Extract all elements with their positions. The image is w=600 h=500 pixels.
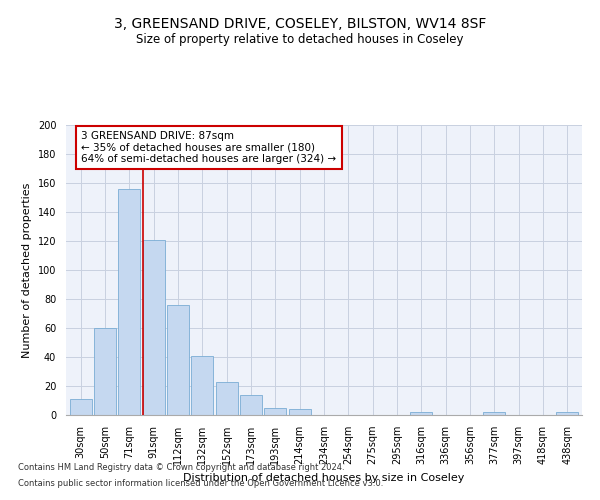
Text: Size of property relative to detached houses in Coseley: Size of property relative to detached ho…: [136, 32, 464, 46]
Bar: [215, 382, 238, 415]
Text: 3, GREENSAND DRIVE, COSELEY, BILSTON, WV14 8SF: 3, GREENSAND DRIVE, COSELEY, BILSTON, WV…: [114, 18, 486, 32]
Bar: [143, 240, 164, 415]
Bar: [289, 409, 311, 415]
Text: Contains HM Land Registry data © Crown copyright and database right 2024.: Contains HM Land Registry data © Crown c…: [18, 464, 344, 472]
Bar: [94, 328, 116, 415]
Y-axis label: Number of detached properties: Number of detached properties: [22, 182, 32, 358]
Bar: [484, 412, 505, 415]
Bar: [240, 394, 262, 415]
Bar: [191, 356, 213, 415]
Bar: [265, 408, 286, 415]
Text: 3 GREENSAND DRIVE: 87sqm
← 35% of detached houses are smaller (180)
64% of semi-: 3 GREENSAND DRIVE: 87sqm ← 35% of detach…: [82, 131, 337, 164]
Text: Contains public sector information licensed under the Open Government Licence v3: Contains public sector information licen…: [18, 478, 383, 488]
Bar: [70, 399, 92, 415]
X-axis label: Distribution of detached houses by size in Coseley: Distribution of detached houses by size …: [184, 472, 464, 482]
Bar: [410, 412, 433, 415]
Bar: [556, 412, 578, 415]
Bar: [167, 305, 189, 415]
Bar: [118, 189, 140, 415]
